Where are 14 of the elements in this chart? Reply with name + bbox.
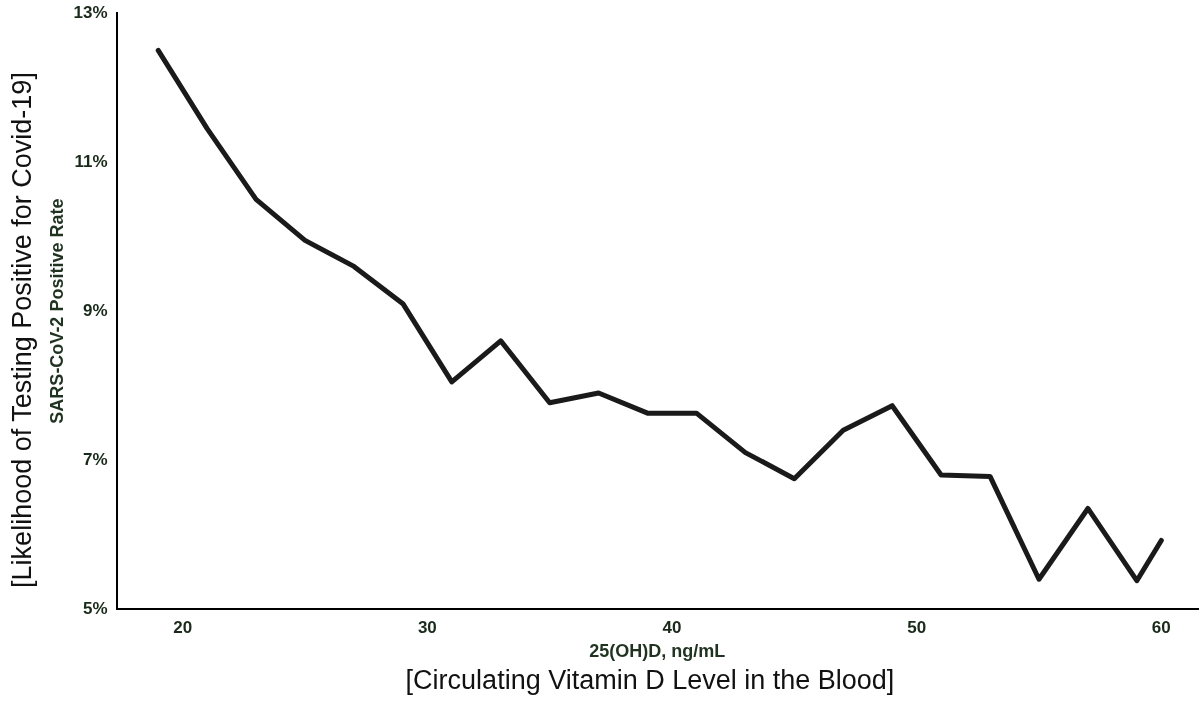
text: [Likelihood of Testing Positive for Covid-19] (6, 72, 38, 588)
y-tick-label: 5% (83, 598, 108, 618)
x-tick-label: 50 (907, 617, 927, 637)
y-tick-label: 9% (83, 300, 108, 320)
x-tick-label: 30 (417, 617, 437, 637)
y-axis-title: SARS-CoV-2 Positive Rate (46, 198, 67, 424)
text: [Circulating Vitamin D Level in the Blood] (405, 664, 895, 696)
x-tick-label: 40 (662, 617, 682, 637)
y-tick-label: 13% (73, 2, 108, 22)
x-tick-label: 20 (173, 617, 193, 637)
x-tick-label: 60 (1151, 617, 1171, 637)
y-tick-label: 7% (83, 449, 108, 469)
x-axis-title: 25(OH)D, ng/mL (589, 641, 726, 662)
y-tick-label: 11% (74, 151, 108, 171)
